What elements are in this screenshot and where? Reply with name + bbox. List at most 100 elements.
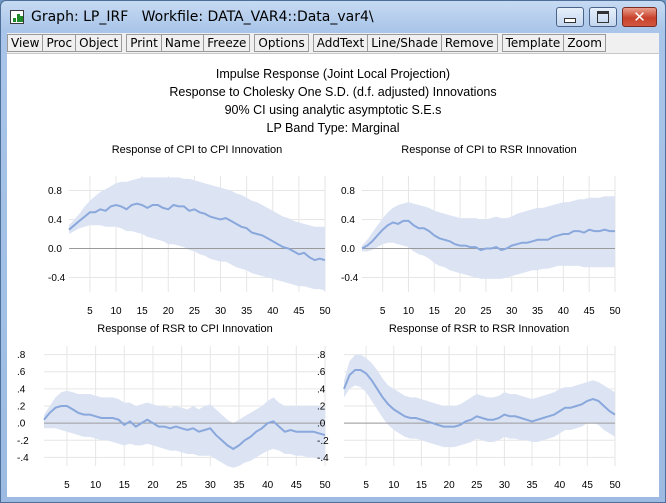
line-shade-button[interactable]: Line/Shade [367,34,442,52]
chart-panel-4: Response of RSR to RSR Innovation .8 .6 .4.… [317,323,621,491]
response-line [43,405,326,451]
x-tick-label: 10 [110,306,122,317]
x-tick-label: 15 [119,480,131,491]
y-tick-label: 0.0 [48,244,62,255]
x-tick-label: 5 [64,480,70,491]
graph-toolbar: View Proc Object Print Name Freeze Optio… [7,33,659,53]
y-tick-label: -.4 [17,453,29,464]
x-tick-label: 15 [416,480,428,491]
irf-charts: Response of CPI to CPI Innovation 0.8 0.4 0… [17,144,621,491]
x-tick-label: 35 [532,306,544,317]
y-tick-label: .0 [17,419,26,430]
x-tick-label: 45 [291,480,303,491]
y-tick-label: .6 [317,367,326,378]
maximize-icon [597,11,609,23]
x-tick-label: 45 [584,306,596,317]
y-tick-label: 0.8 [48,186,62,197]
proc-button[interactable]: Proc [42,34,77,52]
x-tick-label: 25 [176,480,188,491]
x-tick-label: 10 [388,480,400,491]
y-tick-label: .2 [317,402,326,413]
y-tick-label: -0.4 [48,273,66,284]
chart-title: Response of CPI to CPI Innovation [112,144,283,156]
y-tick-label: 0.4 [48,215,62,226]
y-tick-label: -.2 [317,436,329,447]
y-tick-label: .4 [317,384,326,395]
options-button[interactable]: Options [254,34,309,52]
x-tick-label: 25 [189,306,201,317]
x-tick-label: 40 [558,306,570,317]
x-tick-label: 30 [205,480,217,491]
x-tick-label: 25 [480,306,492,317]
chart-title: Response of RSR to CPI Innovation [97,323,272,335]
print-button[interactable]: Print [126,34,162,52]
y-tick-label: .2 [17,402,26,413]
x-tick-label: 50 [609,480,621,491]
graph-subtitle-band-type: LP Band Type: Marginal [266,121,400,135]
addtext-button[interactable]: AddText [312,34,369,52]
y-tick-label: .8 [317,350,326,361]
x-tick-label: 15 [137,306,149,317]
x-tick-label: 20 [444,480,456,491]
graph-title: Impulse Response (Joint Local Projection… [215,67,451,81]
y-tick-label: .6 [17,367,26,378]
y-tick-label: -.2 [17,436,29,447]
y-tick-label: 0.0 [341,244,355,255]
x-tick-label: 30 [506,306,518,317]
close-button[interactable]: ✕ [622,7,657,27]
response-line [361,219,615,252]
chart-title: Response of CPI to RSR Innovation [401,144,576,156]
chart-panel-3: Response of RSR to CPI Innovation .8 .6 .4.… [17,323,331,491]
object-button[interactable]: Object [75,34,123,52]
x-tick-label: 50 [609,306,621,317]
remove-button[interactable]: Remove [440,34,498,52]
y-tick-label: .0 [317,419,326,430]
close-icon: ✕ [633,7,646,26]
x-tick-label: 5 [380,306,386,317]
minimize-button[interactable] [556,7,584,27]
x-tick-label: 30 [215,306,227,317]
x-tick-label: 20 [163,306,175,317]
x-tick-label: 5 [363,480,369,491]
zoom-button[interactable]: Zoom [563,34,606,52]
x-tick-label: 5 [87,306,93,317]
graph-area[interactable]: Impulse Response (Joint Local Projection… [7,53,659,497]
x-tick-label: 15 [429,306,441,317]
y-tick-label: -.4 [317,453,329,464]
chart-panel-2: Response of CPI to RSR Innovation 0.8 0.4 0… [341,144,621,317]
y-tick-label: 0.4 [341,215,355,226]
x-tick-label: 30 [499,480,511,491]
view-button[interactable]: View [7,34,44,52]
response-line [343,369,616,428]
response-line [68,202,326,262]
x-tick-label: 40 [554,480,566,491]
x-tick-label: 35 [233,480,245,491]
window-title: Graph: LP_IRF Workfile: DATA_VAR4::Data_… [31,9,374,25]
x-tick-label: 45 [293,306,305,317]
x-tick-label: 50 [319,306,331,317]
graph-header: Impulse Response (Joint Local Projection… [7,65,659,137]
x-tick-label: 35 [241,306,253,317]
x-tick-label: 40 [267,306,279,317]
confidence-band [69,177,325,291]
graph-icon [10,10,24,24]
graph-subtitle-innovations: Response to Cholesky One S.D. (d.f. adju… [169,85,497,99]
y-tick-label: 0.8 [341,186,355,197]
freeze-button[interactable]: Freeze [203,34,251,52]
y-tick-label: .4 [17,384,26,395]
minimize-icon [564,18,576,23]
y-tick-label: .8 [17,350,26,361]
title-bar[interactable]: Graph: LP_IRF Workfile: DATA_VAR4::Data_… [1,1,665,33]
template-button[interactable]: Template [501,34,565,52]
confidence-band [362,196,615,279]
x-tick-label: 40 [262,480,274,491]
chart-title: Response of RSR to RSR Innovation [389,323,569,335]
graph-subtitle-ci: 90% CI using analytic asymptotic S.E.s [224,103,442,117]
x-tick-label: 20 [147,480,159,491]
maximize-button[interactable] [589,7,617,27]
x-tick-label: 10 [403,306,415,317]
y-tick-label: -0.4 [341,273,359,284]
name-button[interactable]: Name [160,34,205,52]
x-tick-label: 10 [90,480,102,491]
